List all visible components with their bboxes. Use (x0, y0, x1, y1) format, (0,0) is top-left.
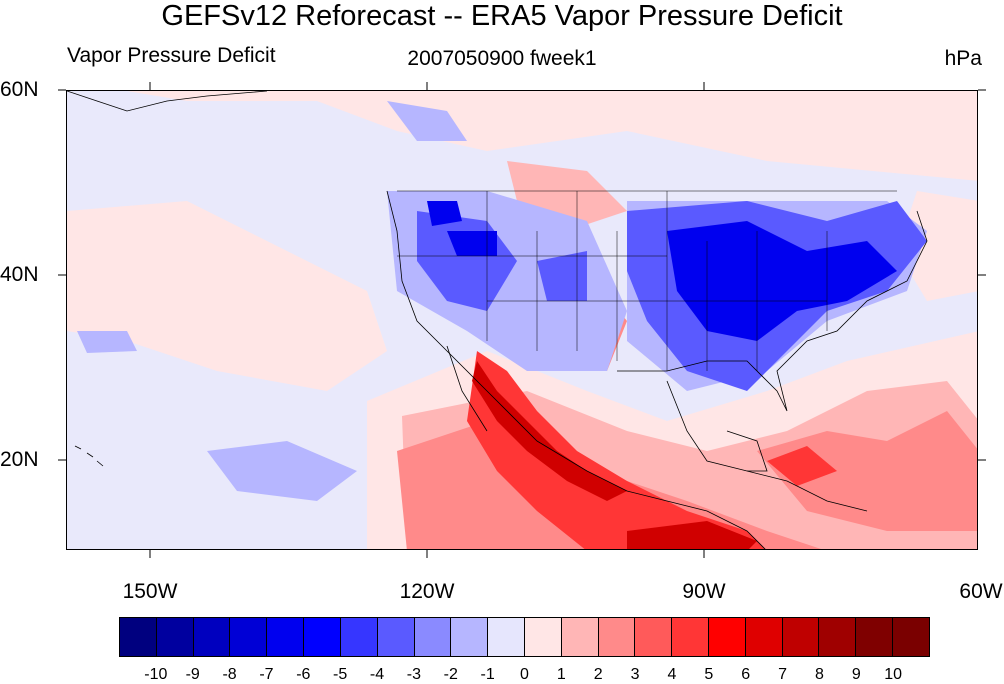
colorbar-label: 0 (520, 666, 529, 683)
colorbar-label: 3 (630, 666, 640, 683)
colorbar-swatch (377, 618, 415, 656)
colorbar-swatch (340, 618, 378, 656)
colorbar-label: 6 (741, 666, 751, 683)
lat-tick-label: 20N (0, 448, 39, 471)
state-borders (397, 190, 897, 371)
colorbar-label: 9 (851, 666, 861, 683)
colorbar-swatch (524, 618, 562, 656)
colorbar-label: 4 (667, 666, 677, 683)
map-canvas (67, 91, 977, 549)
colorbar-label: 7 (778, 666, 787, 683)
colorbar-label: -7 (259, 666, 274, 683)
colorbar-label: -3 (406, 666, 422, 683)
vpd-difference-map (66, 90, 978, 550)
colorbar-swatch (672, 618, 709, 656)
colorbar-swatch (782, 618, 820, 656)
colorbar-label: -5 (333, 666, 348, 683)
colorbar-swatch (745, 618, 783, 656)
colorbar-label: -2 (443, 666, 458, 683)
colorbar-swatch (635, 618, 673, 656)
colorbar-swatch (156, 618, 194, 656)
colorbar (119, 617, 930, 657)
variable-name-label: Vapor Pressure Deficit (67, 44, 276, 67)
colorbar-swatch (598, 618, 636, 656)
hawaii-islands (74, 445, 104, 467)
colorbar-swatch (488, 618, 525, 656)
colorbar-label: 2 (593, 666, 603, 683)
lon-tick-label: 150W (122, 580, 178, 603)
colorbar-swatch (856, 618, 894, 656)
lon-tick-label: 90W (682, 580, 726, 603)
colorbar-swatch (304, 618, 341, 656)
colorbar-swatch (451, 618, 489, 656)
colorbar-label: -8 (222, 666, 237, 683)
date-forecast-label: 2007050900 fweek1 (407, 47, 597, 70)
colorbar-swatch (561, 618, 599, 656)
lon-tick-label: 120W (399, 580, 455, 603)
colorbar-swatch (819, 618, 857, 656)
colorbar-label: 10 (884, 666, 903, 683)
chart-title: GEFSv12 Reforecast -- ERA5 Vapor Pressur… (161, 0, 843, 32)
strong-negative-fields (427, 201, 897, 341)
colorbar-label: 8 (814, 666, 824, 683)
colorbar-swatch (193, 618, 231, 656)
units-label: hPa (944, 47, 982, 70)
colorbar-label: -1 (480, 666, 495, 683)
colorbar-swatch (709, 618, 746, 656)
colorbar-swatch (120, 618, 157, 656)
lat-tick-label: 60N (0, 78, 39, 101)
colorbar-label: -10 (144, 666, 168, 683)
colorbar-label: 5 (704, 666, 714, 683)
colorbar-swatch (414, 618, 452, 656)
colorbar-swatch (893, 618, 929, 656)
lat-tick-label: 40N (0, 263, 39, 286)
colorbar-swatch (267, 618, 305, 656)
lon-tick-label: 60W (959, 580, 1003, 603)
colorbar-swatch (230, 618, 268, 656)
colorbar-label: -9 (185, 666, 200, 683)
colorbar-label: -6 (296, 666, 311, 683)
colorbar-label: -4 (369, 666, 385, 683)
extreme-positive-fields (472, 361, 757, 549)
colorbar-label: 1 (556, 666, 566, 683)
